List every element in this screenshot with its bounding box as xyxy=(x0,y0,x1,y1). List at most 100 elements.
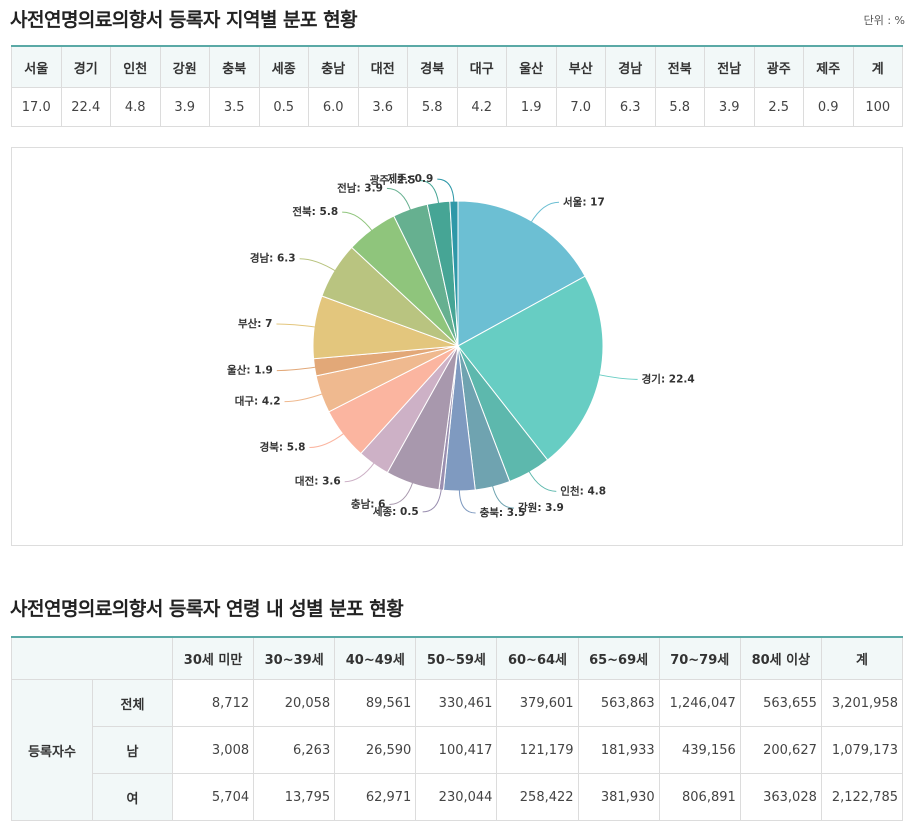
slice-label: 충남: 6 xyxy=(351,497,385,510)
region-value: 3.9 xyxy=(704,87,755,127)
age-header: 65~69세 xyxy=(577,636,660,680)
region-value: 4.8 xyxy=(110,87,161,127)
slice-label: 대전: 3.6 xyxy=(295,475,341,488)
cell: 330,461 xyxy=(415,679,498,727)
region-value: 17.0 xyxy=(11,87,62,127)
row-label: 여 xyxy=(92,773,173,821)
cell: 3,201,958 xyxy=(820,679,904,727)
region-value: 0.9 xyxy=(803,87,854,127)
age-header: 60~64세 xyxy=(496,636,579,680)
region-value: 6.0 xyxy=(308,87,359,127)
region-header: 제주 xyxy=(803,45,854,88)
data-row: 여 5,704 13,795 62,971 230,044 258,422 381,930 8… xyxy=(12,773,904,821)
leader-line xyxy=(309,432,345,449)
region-value: 2.5 xyxy=(753,87,804,127)
region-header: 계 xyxy=(852,45,903,88)
cell: 20,058 xyxy=(253,679,336,727)
cell: 258,422 xyxy=(496,773,579,821)
leader-line xyxy=(342,211,373,232)
cell: 62,971 xyxy=(334,773,417,821)
slice-label: 세종: 0.5 xyxy=(373,505,419,518)
slice-label: 경기: 22.4 xyxy=(642,372,695,385)
leader-line xyxy=(386,187,412,212)
leader-line xyxy=(530,201,560,224)
region-header: 서울 xyxy=(11,45,62,88)
cell: 89,561 xyxy=(334,679,417,727)
slice-label: 인천: 4.8 xyxy=(560,484,606,497)
pie-chart: 서울: 17 경기: 22.4 인천: 4.8 강원: 3.9충북: 3.5 세종: 0… xyxy=(11,147,903,546)
region-value: 1.9 xyxy=(506,87,557,127)
slice-label: 전남: 3.9 xyxy=(337,181,383,194)
region-header: 부산 xyxy=(555,45,606,88)
cell: 6,263 xyxy=(253,726,336,774)
region-header: 대구 xyxy=(456,45,507,88)
cell: 100,417 xyxy=(415,726,498,774)
header-row: 30세 미만 30~39세 40~49세 50~59세 60~64세 65~69세 70~7… xyxy=(11,636,904,680)
leader-line xyxy=(528,470,557,492)
region-header: 대전 xyxy=(357,45,408,88)
table-body: 등록자수 전체 8,712 20,058 89,561 330,461 379,601 563… xyxy=(11,679,904,821)
cell: 1,079,173 xyxy=(820,726,904,774)
cell: 439,156 xyxy=(658,726,741,774)
slice-label: 울산: 1.9 xyxy=(227,364,273,377)
age-header: 50~59세 xyxy=(415,636,498,680)
cell: 381,930 xyxy=(577,773,660,821)
cell: 1,246,047 xyxy=(658,679,741,727)
region-header: 인천 xyxy=(110,45,161,88)
region-value: 4.2 xyxy=(456,87,507,127)
leader-line xyxy=(419,180,440,205)
leader-line xyxy=(276,323,317,328)
cell: 563,655 xyxy=(739,679,822,727)
region-value: 6.3 xyxy=(605,87,656,127)
region-table: 서울 경기 인천 강원 충북 세종 충남 대전 경북 대구 울산 부산 경남 전북 전남 광주 제주 계 17.0 2… xyxy=(11,45,903,127)
value-row: 17.0 22.4 4.8 3.9 3.5 0.5 6.0 3.6 5.8 4.2 1.9 7.0 6.… xyxy=(11,87,903,127)
region-header: 경기 xyxy=(60,45,111,88)
region-value: 3.6 xyxy=(357,87,408,127)
slice-label: 경남: 6.3 xyxy=(250,252,296,265)
region-value: 3.5 xyxy=(209,87,260,127)
cell: 2,122,785 xyxy=(820,773,904,821)
slice-label: 대구: 4.2 xyxy=(235,395,281,408)
region-value: 22.4 xyxy=(60,87,111,127)
slice-label: 전북: 5.8 xyxy=(292,205,338,218)
age-header: 30~39세 xyxy=(253,636,336,680)
cell: 5,704 xyxy=(171,773,255,821)
region-value: 100 xyxy=(852,87,903,127)
row-label: 남 xyxy=(92,726,173,774)
data-row: 등록자수 전체 8,712 20,058 89,561 330,461 379,601 563… xyxy=(11,679,904,821)
leader-line xyxy=(491,484,515,509)
age-header: 70~79세 xyxy=(658,636,741,680)
leader-line xyxy=(344,461,376,483)
slice-label: 경북: 5.8 xyxy=(260,441,306,454)
region-header: 세종 xyxy=(258,45,309,88)
cell: 363,028 xyxy=(739,773,822,821)
region-header: 경남 xyxy=(605,45,656,88)
age-header: 40~49세 xyxy=(334,636,417,680)
age-gender-table: 30세 미만 30~39세 40~49세 50~59세 60~64세 65~69세 70~7… xyxy=(11,636,904,821)
cell: 13,795 xyxy=(253,773,336,821)
region-header: 충북 xyxy=(209,45,260,88)
leader-line xyxy=(299,258,337,272)
age-header: 계 xyxy=(820,636,904,680)
cell: 121,179 xyxy=(496,726,579,774)
leader-line xyxy=(458,488,476,514)
region-value: 7.0 xyxy=(555,87,606,127)
slice-label: 서울: 17 xyxy=(563,195,605,208)
section-title: 사전연명의료의향서 등록자 연령 내 성별 분포 현황 xyxy=(10,598,404,620)
slice-label: 부산: 7 xyxy=(238,317,272,330)
region-header: 울산 xyxy=(506,45,557,88)
cell: 230,044 xyxy=(415,773,498,821)
region-value: 5.8 xyxy=(654,87,705,127)
region-header: 강원 xyxy=(159,45,210,88)
group-label: 등록자수 xyxy=(11,679,93,821)
leader-line xyxy=(422,487,442,513)
slice-label: 충북: 3.5 xyxy=(480,506,526,519)
region-value: 0.5 xyxy=(258,87,309,127)
region-header: 광주 xyxy=(753,45,804,88)
cell: 181,933 xyxy=(577,726,660,774)
cell: 3,008 xyxy=(171,726,255,774)
data-row: 남 3,008 6,263 26,590 100,417 121,179 181,933 43… xyxy=(12,726,904,774)
region-header: 전남 xyxy=(704,45,755,88)
